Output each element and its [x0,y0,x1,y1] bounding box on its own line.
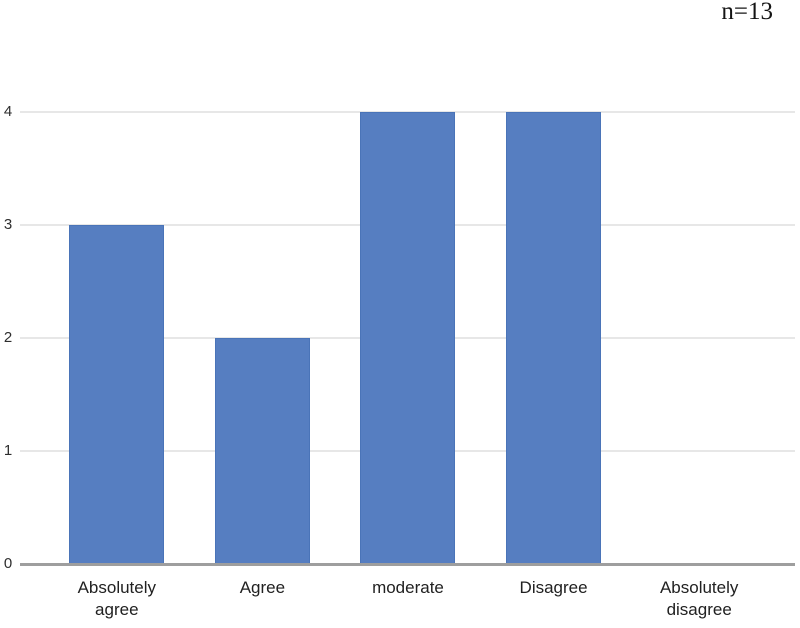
bar-slot-agree [190,112,336,564]
bar-slot-disagree [481,112,627,564]
y-tick-label-0: 0 [3,555,13,572]
y-tick-label-2: 2 [3,329,13,346]
sample-size-annotation: n=13 [721,0,773,25]
y-tick-label-1: 1 [3,442,13,459]
plot-area: 0 1 2 3 4 [4,103,795,572]
x-axis-label-moderate: moderate [372,578,444,597]
x-label-slot-absolutely-disagree: Absolutely disagree [626,577,772,621]
x-axis-line [20,563,795,566]
x-axis-label-absolutely-disagree: Absolutely disagree [659,578,739,619]
x-label-slot-disagree: Disagree [481,577,627,599]
x-axis-labels: Absolutely agree Agree moderate Disagree Abs… [44,577,772,621]
bar-slot-moderate [335,112,481,564]
bar-absolutely-agree [69,225,165,564]
bar-slot-absolutely-agree [44,112,190,564]
x-label-slot-absolutely-agree: Absolutely agree [44,577,190,621]
y-tick-label-4: 4 [3,103,13,120]
bar-agree [214,338,310,564]
bars-container [44,112,772,564]
x-axis-label-disagree: Disagree [519,578,588,597]
x-axis-label-agree: Agree [239,578,286,597]
x-label-slot-agree: Agree [190,577,336,599]
y-axis-tick-labels: 0 1 2 3 4 [4,103,795,572]
bar-moderate [360,112,456,564]
y-tick-label-3: 3 [3,216,13,233]
x-axis-label-absolutely-agree: Absolutely agree [77,578,157,619]
bar-slot-absolutely-disagree [626,112,772,564]
x-label-slot-moderate: moderate [335,577,481,599]
bar-disagree [506,112,602,564]
